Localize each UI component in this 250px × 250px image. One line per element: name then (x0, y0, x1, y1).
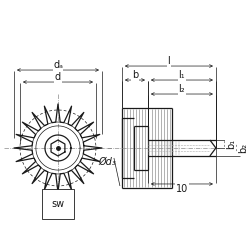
Text: b₁: b₁ (226, 139, 236, 149)
Text: b: b (132, 70, 138, 80)
Text: l₂: l₂ (178, 84, 185, 94)
Text: 10: 10 (176, 184, 188, 194)
Text: dₐ: dₐ (53, 60, 63, 70)
Text: Ød₃: Ød₃ (98, 157, 116, 167)
Text: l: l (168, 56, 170, 66)
Text: b₂: b₂ (238, 143, 248, 153)
Text: l₁: l₁ (178, 70, 185, 80)
Text: sw: sw (52, 199, 64, 209)
Text: d: d (55, 72, 61, 82)
